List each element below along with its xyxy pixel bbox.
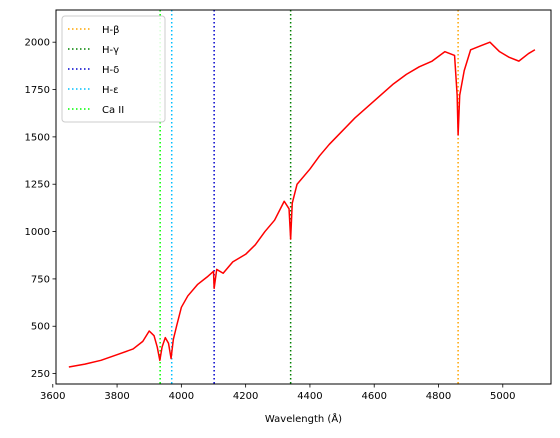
y-tick-label-6: 1750 (25, 85, 50, 96)
x-tick-label-6: 4800 (426, 391, 451, 402)
legend-label-2: H-δ (102, 65, 119, 76)
y-tick-label-5: 1500 (25, 132, 50, 143)
x-axis-label: Wavelength (Å) (265, 412, 342, 425)
x-tick-label-3: 4200 (233, 391, 258, 402)
x-axis-ticks: 3600 3800 4000 4200 4400 4600 4800 5000 (40, 384, 516, 402)
x-tick-label-4: 4400 (297, 391, 322, 402)
x-tick-label-7: 5000 (490, 391, 515, 402)
y-tick-label-3: 1000 (25, 227, 50, 238)
x-tick-label-5: 4600 (361, 391, 386, 402)
legend-label-3: H-ε (102, 85, 119, 96)
spectrum-line-0 (68, 41, 536, 368)
legend-box (61, 15, 166, 123)
y-axis-ticks: 250 500 750 1000 1250 1500 1750 2000 (25, 38, 56, 380)
y-tick-label-1: 500 (31, 322, 50, 333)
x-tick-label-1: 3800 (104, 391, 129, 402)
y-tick-label-0: 250 (31, 369, 50, 380)
legend: H-β H-γ H-δ H-ε Ca II (61, 15, 166, 123)
y-tick-label-7: 2000 (25, 38, 50, 49)
x-tick-label-2: 4000 (169, 391, 194, 402)
plot-frame (55, 9, 552, 385)
legend-label-1: H-γ (102, 45, 119, 56)
y-tick-label-4: 1250 (25, 180, 50, 191)
spectrum-series (68, 41, 536, 368)
y-tick-label-2: 750 (31, 274, 50, 285)
legend-label-4: Ca II (102, 105, 124, 116)
legend-label-0: H-β (102, 25, 120, 36)
x-tick-label-0: 3600 (40, 391, 65, 402)
